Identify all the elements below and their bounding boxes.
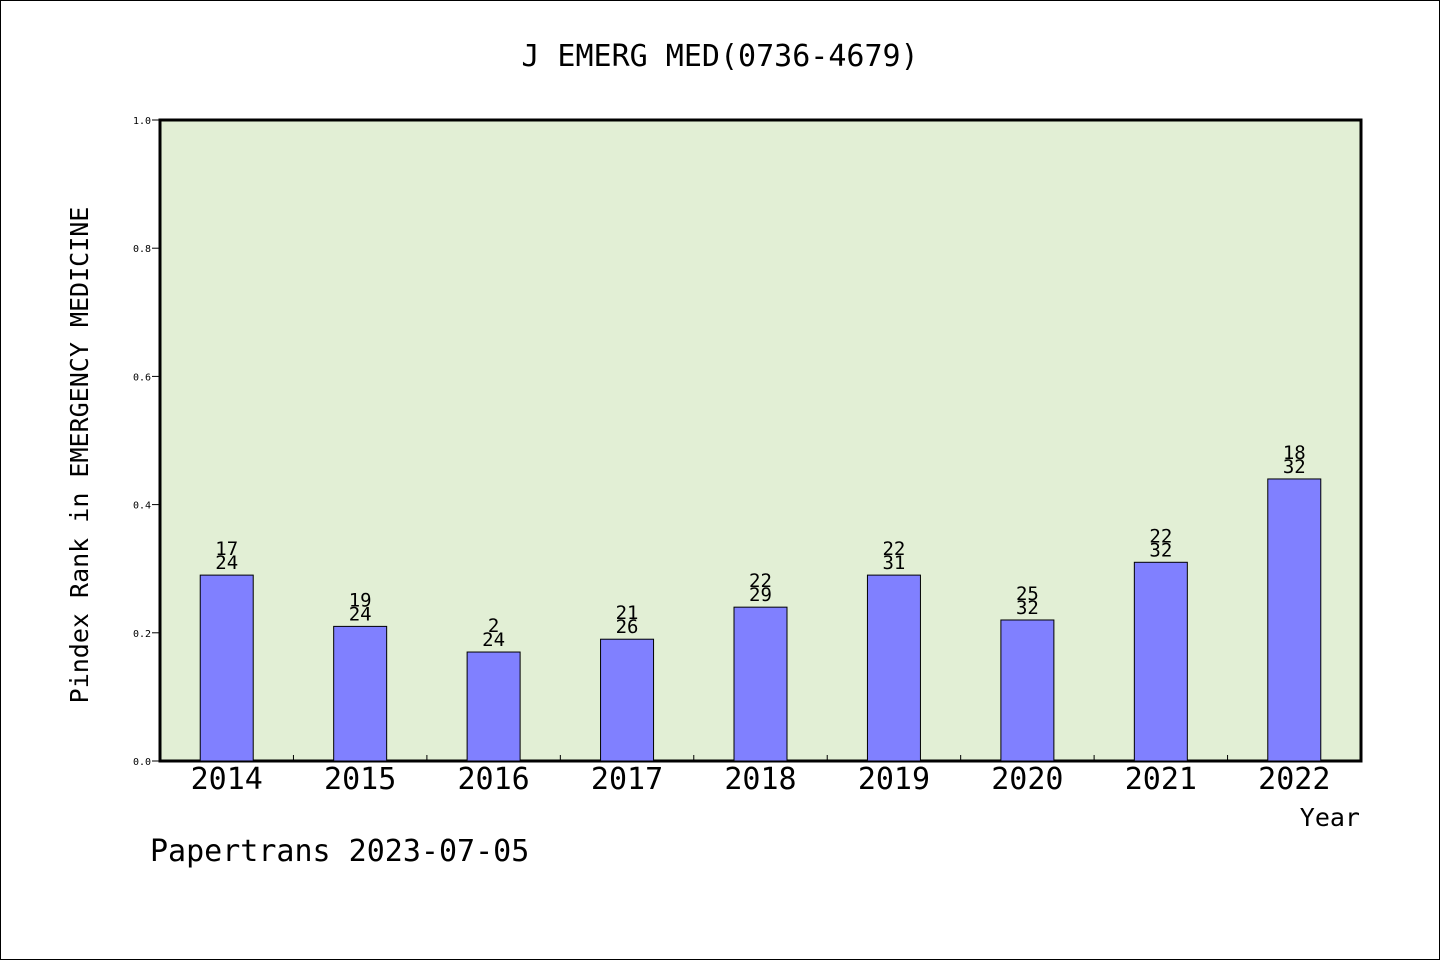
footer-credit: Papertrans 2023-07-05 xyxy=(150,834,530,869)
bar-total-label: 26 xyxy=(616,616,639,638)
x-axis-label: Year xyxy=(1300,803,1360,832)
bar-rank-label: 21 xyxy=(616,602,639,624)
x-tick-label: 2016 xyxy=(457,762,529,797)
x-tick-label: 2015 xyxy=(324,762,396,797)
y-tick-label: 1.0 xyxy=(133,116,151,127)
x-tick-label: 2019 xyxy=(858,762,930,797)
x-tick-label: 2020 xyxy=(991,762,1063,797)
y-tick-label: 0.2 xyxy=(133,629,151,640)
bar-2019 xyxy=(866,574,921,762)
bar-rank-label: 25 xyxy=(1016,583,1039,605)
bar-total-label: 24 xyxy=(482,629,505,651)
x-tick-label: 2018 xyxy=(724,762,796,797)
bar-2014 xyxy=(199,574,254,762)
bar-total-label: 29 xyxy=(749,584,772,606)
bar-2017 xyxy=(600,638,655,762)
bar-total-label: 32 xyxy=(1149,539,1172,561)
bars-group xyxy=(199,478,1322,762)
x-tick-label: 2021 xyxy=(1125,762,1197,797)
bar-2018 xyxy=(733,606,788,762)
bar-rank-label: 19 xyxy=(349,589,372,611)
bar-total-label: 24 xyxy=(215,552,238,574)
bar-2020 xyxy=(1000,619,1055,762)
bar-rank-label: 2 xyxy=(488,615,499,637)
x-tick-label: 2022 xyxy=(1258,762,1330,797)
bar-rank-label: 18 xyxy=(1283,442,1306,464)
y-tick-label: 0.4 xyxy=(133,501,151,512)
x-tick-label: 2017 xyxy=(591,762,663,797)
bar-rank-label: 22 xyxy=(749,570,772,592)
bar-total-label: 31 xyxy=(882,552,905,574)
bar-rank-label: 22 xyxy=(882,538,905,560)
bar-2021 xyxy=(1133,561,1188,762)
bar-rank-label: 17 xyxy=(215,538,238,560)
chart-title: J EMERG MED(0736-4679) xyxy=(521,39,918,74)
bar-total-label: 32 xyxy=(1283,456,1306,478)
y-axis-label: Pindex Rank in EMERGENCY MEDICINE xyxy=(65,207,94,704)
x-axis: 2014 2015 2016 2017 2018 2019 2020 2021 2022 xyxy=(191,755,1330,797)
y-axis: 0.0 0.2 0.4 0.6 0.8 1.0 xyxy=(133,116,160,768)
y-tick-label: 0.0 xyxy=(133,757,151,768)
bar-total-label: 32 xyxy=(1016,597,1039,619)
y-tick-label: 0.6 xyxy=(133,372,151,383)
y-tick-label: 0.8 xyxy=(133,244,151,255)
bar-2016 xyxy=(466,651,521,762)
bar-total-label: 24 xyxy=(349,603,372,625)
bar-2015 xyxy=(333,625,388,762)
bar-rank-label: 22 xyxy=(1149,525,1172,547)
x-tick-label: 2014 xyxy=(191,762,263,797)
bar-2022 xyxy=(1267,478,1322,762)
